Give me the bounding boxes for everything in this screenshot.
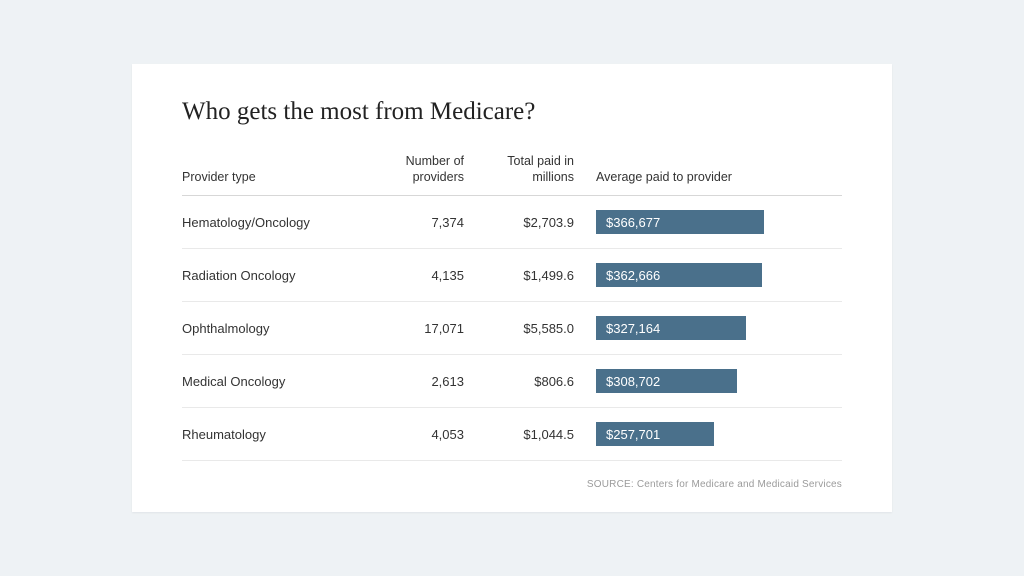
cell-provider: Rheumatology: [182, 408, 362, 461]
avg-bar: $257,701: [596, 422, 714, 446]
table-row: Medical Oncology2,613$806.6 $308,702: [182, 355, 842, 408]
cell-average: $257,701: [582, 408, 842, 461]
cell-average: $327,164: [582, 302, 842, 355]
col-header-average: Average paid to provider: [582, 148, 842, 196]
cell-provider: Radiation Oncology: [182, 249, 362, 302]
col-header-total: Total paid inmillions: [472, 148, 582, 196]
cell-number: 7,374: [362, 196, 472, 249]
source-line: SOURCE: Centers for Medicare and Medicai…: [182, 479, 842, 490]
avg-bar: $362,666: [596, 263, 762, 287]
table-row: Ophthalmology17,071$5,585.0 $327,164: [182, 302, 842, 355]
cell-average: $308,702: [582, 355, 842, 408]
cell-total: $1,499.6: [472, 249, 582, 302]
cell-total: $2,703.9: [472, 196, 582, 249]
table-row: Radiation Oncology4,135$1,499.6 $362,666: [182, 249, 842, 302]
col-header-provider: Provider type: [182, 148, 362, 196]
avg-bar: $366,677: [596, 210, 764, 234]
cell-number: 4,053: [362, 408, 472, 461]
cell-provider: Hematology/Oncology: [182, 196, 362, 249]
table-row: Hematology/Oncology7,374$2,703.9 $366,677: [182, 196, 842, 249]
cell-provider: Ophthalmology: [182, 302, 362, 355]
cell-provider: Medical Oncology: [182, 355, 362, 408]
table-body: Hematology/Oncology7,374$2,703.9 $366,677…: [182, 196, 842, 461]
cell-total: $5,585.0: [472, 302, 582, 355]
avg-bar: $308,702: [596, 369, 737, 393]
cell-total: $1,044.5: [472, 408, 582, 461]
cell-number: 17,071: [362, 302, 472, 355]
avg-bar: $327,164: [596, 316, 746, 340]
cell-total: $806.6: [472, 355, 582, 408]
header-row: Provider type Number ofproviders Total p…: [182, 148, 842, 196]
cell-average: $366,677: [582, 196, 842, 249]
chart-card: Who gets the most from Medicare? Provide…: [132, 64, 892, 512]
cell-number: 2,613: [362, 355, 472, 408]
chart-title: Who gets the most from Medicare?: [182, 98, 842, 126]
col-header-number: Number ofproviders: [362, 148, 472, 196]
cell-number: 4,135: [362, 249, 472, 302]
cell-average: $362,666: [582, 249, 842, 302]
data-table: Provider type Number ofproviders Total p…: [182, 148, 842, 461]
table-row: Rheumatology4,053$1,044.5 $257,701: [182, 408, 842, 461]
